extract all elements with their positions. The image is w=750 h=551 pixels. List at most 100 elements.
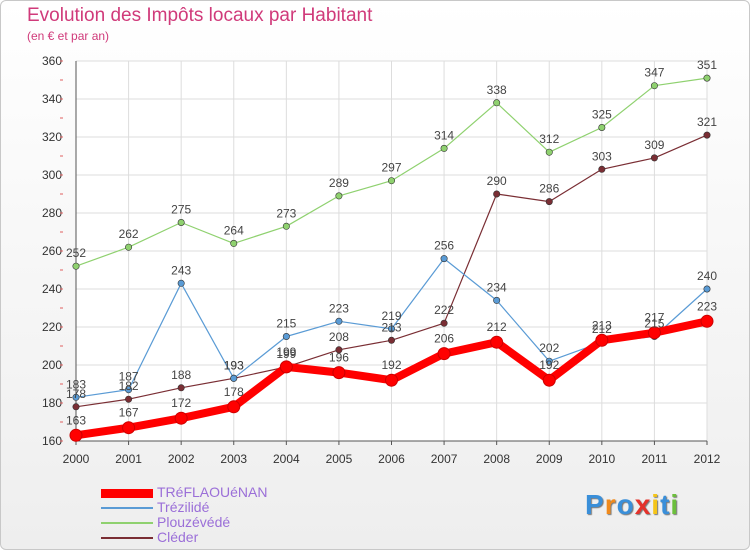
x-tick-label: 2011 [642, 452, 668, 466]
chart-title: Evolution des Impôts locaux par Habitant [27, 5, 373, 26]
logo-letter: r [604, 489, 617, 520]
data-point [440, 255, 448, 263]
x-tick-label: 2002 [168, 452, 195, 466]
data-label: 325 [592, 108, 612, 122]
legend-label: Trézilidé [157, 499, 210, 515]
data-label: 223 [329, 301, 349, 315]
data-point [177, 279, 185, 287]
data-point [174, 411, 188, 425]
data-point [69, 428, 83, 442]
data-point [650, 154, 658, 162]
data-point [177, 384, 185, 392]
data-label: 338 [487, 83, 507, 97]
data-label: 223 [697, 299, 717, 313]
legend-label: Cléder [157, 529, 199, 545]
data-point [387, 336, 395, 344]
data-label: 178 [66, 387, 86, 401]
data-point [230, 239, 238, 247]
data-point [227, 400, 241, 414]
legend-label: Plouzévédé [157, 514, 231, 530]
x-tick-label: 2008 [483, 452, 510, 466]
data-label: 309 [644, 138, 664, 152]
data-point [387, 177, 395, 185]
data-point [703, 131, 711, 139]
data-label: 217 [644, 311, 664, 325]
data-label: 213 [592, 318, 612, 332]
data-point [125, 386, 133, 394]
legend-swatch [101, 507, 153, 509]
data-point [703, 285, 711, 293]
logo-letter: x [634, 489, 652, 520]
y-tick-label: 160 [42, 434, 62, 448]
y-tick-label: 240 [42, 282, 62, 296]
data-point [72, 403, 80, 411]
data-label: 314 [434, 128, 454, 142]
logo-letter: P [585, 489, 605, 520]
data-point [230, 374, 238, 382]
x-tick-label: 2000 [63, 452, 90, 466]
logo-letter: o [616, 489, 635, 520]
data-label: 273 [276, 206, 296, 220]
data-point [493, 99, 501, 107]
x-tick-label: 2001 [115, 452, 142, 466]
data-point [595, 333, 609, 347]
data-label: 182 [119, 379, 139, 393]
data-label: 188 [171, 368, 191, 382]
data-label: 312 [539, 132, 559, 146]
data-point [598, 124, 606, 132]
data-label: 199 [276, 347, 296, 361]
data-label: 264 [224, 223, 244, 237]
y-tick-label: 180 [42, 396, 62, 410]
chart-subtitle: (en € et par an) [27, 29, 110, 43]
data-label: 243 [171, 263, 191, 277]
data-label: 286 [539, 182, 559, 196]
y-tick-label: 220 [42, 320, 62, 334]
x-tick-label: 2006 [378, 452, 405, 466]
proxiti-logo: Proxiti [585, 489, 679, 521]
x-tick-label: 2005 [326, 452, 353, 466]
data-point [440, 144, 448, 152]
data-label: 347 [644, 66, 664, 80]
data-label: 178 [224, 385, 244, 399]
data-label: 213 [381, 320, 401, 334]
data-point [122, 421, 136, 435]
legend-swatch [101, 537, 153, 539]
x-tick-label: 2010 [588, 452, 615, 466]
data-label: 192 [381, 358, 401, 372]
data-label: 219 [381, 309, 401, 323]
data-label: 240 [697, 269, 717, 283]
data-label: 275 [171, 203, 191, 217]
data-point [335, 192, 343, 200]
y-tick-label: 260 [42, 244, 62, 258]
legend-label: TRéFLAOUéNAN [157, 484, 268, 500]
data-label: 193 [224, 358, 244, 372]
data-point [279, 360, 293, 374]
data-label: 196 [329, 351, 349, 365]
y-tick-label: 320 [42, 130, 62, 144]
data-label: 222 [434, 303, 454, 317]
data-point [545, 198, 553, 206]
data-point [647, 326, 661, 340]
data-point [72, 262, 80, 270]
data-label: 351 [697, 58, 717, 72]
data-point [282, 222, 290, 230]
data-label: 297 [381, 161, 401, 175]
data-label: 206 [434, 332, 454, 346]
data-label: 303 [592, 149, 612, 163]
data-point [545, 357, 553, 365]
data-label: 163 [66, 413, 86, 427]
data-point [545, 148, 553, 156]
data-point [335, 346, 343, 354]
logo-letter: i [651, 489, 661, 520]
x-tick-label: 2003 [220, 452, 247, 466]
data-point [440, 319, 448, 327]
logo-letter: i [670, 489, 680, 520]
data-label: 193 [224, 358, 244, 372]
data-point [493, 296, 501, 304]
data-label: 262 [119, 227, 139, 241]
y-tick-label: 340 [42, 92, 62, 106]
x-tick-label: 2012 [694, 452, 721, 466]
data-label: 183 [66, 377, 86, 391]
